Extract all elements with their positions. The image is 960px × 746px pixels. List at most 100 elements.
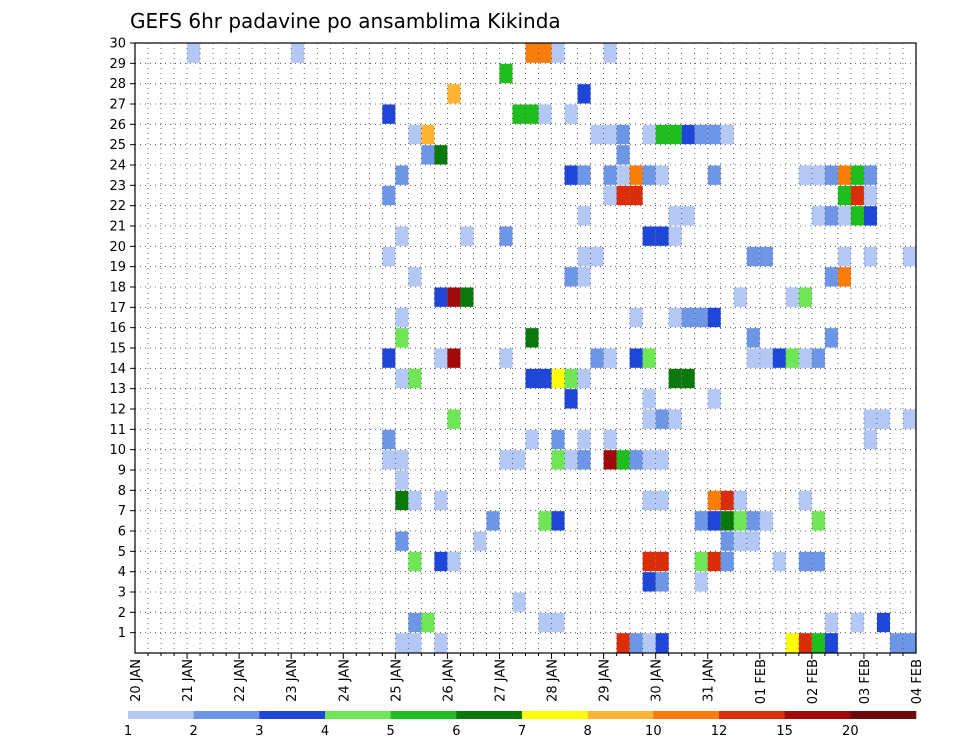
legend-label: 3 [255,724,263,739]
heatmap-cell [707,551,721,572]
legend-swatch [719,711,785,719]
y-tick-label: 7 [118,504,126,519]
heatmap-cell [564,165,578,185]
heatmap-cell [564,368,578,389]
heatmap-cell [837,246,851,267]
y-tick-label: 4 [118,565,126,580]
heatmap-cell [655,633,669,653]
heatmap-cell [395,307,409,328]
heatmap-cell [616,633,630,653]
heatmap-cell [525,429,539,450]
heatmap-cell [499,226,513,246]
y-tick-label: 23 [109,179,126,194]
heatmap-cell [434,490,448,511]
y-tick-label: 2 [118,606,126,621]
y-tick-label: 8 [118,484,126,499]
heatmap-cell [538,612,552,633]
heatmap-cell [824,328,838,348]
heatmap-cell [512,104,526,124]
heatmap-cell [863,409,877,429]
x-tick-label: 20 JAN [129,659,144,702]
heatmap-cell [382,450,396,470]
heatmap-cell [564,450,578,470]
legend-label: 5 [387,724,395,739]
heatmap-cell [655,450,669,470]
heatmap-cell [291,43,305,63]
heatmap-cell [668,206,682,226]
heatmap-cell [889,633,903,653]
heatmap-cell [824,206,838,226]
heatmap-cell [655,226,669,246]
heatmap-cell [551,43,565,63]
heatmap-cell [577,206,591,226]
heatmap-cell [616,165,630,185]
heatmap-cell [395,226,409,246]
y-tick-label: 18 [109,281,126,296]
heatmap-cell [460,226,474,246]
heatmap-cell [824,612,838,633]
legend-swatch [193,711,260,719]
x-tick-label: 23 JAN [285,659,300,702]
y-tick-label: 15 [109,342,126,357]
y-tick-label: 12 [109,403,126,418]
heatmap-cell [837,185,851,206]
heatmap-cell [902,409,916,429]
heatmap-cell [863,206,877,226]
heatmap-cell [798,287,812,307]
heatmap-cell [642,409,656,429]
heatmap-cell [408,633,422,653]
heatmap-cell [681,124,695,145]
heatmap-cell [629,450,643,470]
legend-label: 7 [518,724,526,739]
legend-label: 6 [452,724,460,739]
heatmap-cell [603,429,617,450]
heatmap-cell [668,409,682,429]
heatmap-cell [759,511,773,531]
x-tick-label: 26 JAN [441,659,456,702]
heatmap-cell [616,145,630,165]
heatmap-cell [603,185,617,206]
heatmap-cell [395,368,409,389]
heatmap-cell [902,633,916,653]
heatmap-cell [694,572,708,592]
legend-swatch [325,711,391,719]
heatmap-cell [707,389,721,409]
heatmap-cell [863,165,877,185]
heatmap-cell [408,368,422,389]
heatmap-cell [603,165,617,185]
y-tick-label: 10 [109,443,126,458]
heatmap-cell [447,348,461,368]
legend-label: 4 [321,724,329,739]
heatmap-cell [382,246,396,267]
heatmap-cell [395,633,409,653]
heatmap-cell [746,246,760,267]
heatmap-cell [447,287,461,307]
heatmap-cell [642,165,656,185]
legend-swatch [128,711,194,719]
heatmap-cell [733,531,747,551]
heatmap-cell [629,307,643,328]
x-tick-label: 29 JAN [598,659,613,702]
heatmap-cell [577,165,591,185]
heatmap-cell [681,307,695,328]
heatmap-cell [525,104,539,124]
heatmap-cell [707,307,721,328]
legend-swatch [522,711,588,719]
heatmap-cell [408,124,422,145]
heatmap-cell [421,612,435,633]
heatmap-cell [850,165,864,185]
heatmap-cell [512,450,526,470]
y-tick-label: 26 [109,118,126,133]
heatmap-cell [577,429,591,450]
heatmap-cell [746,511,760,531]
y-tick-label: 30 [109,37,126,52]
heatmap-cell [863,429,877,450]
y-tick-label: 17 [109,301,126,316]
heatmap-cell [382,348,396,368]
heatmap-cell [538,511,552,531]
heatmap-cell [863,185,877,206]
heatmap-cell [551,429,565,450]
heatmap-cell [733,287,747,307]
x-tick-label: 02 FEB [806,659,821,704]
y-tick-label: 29 [109,57,126,72]
